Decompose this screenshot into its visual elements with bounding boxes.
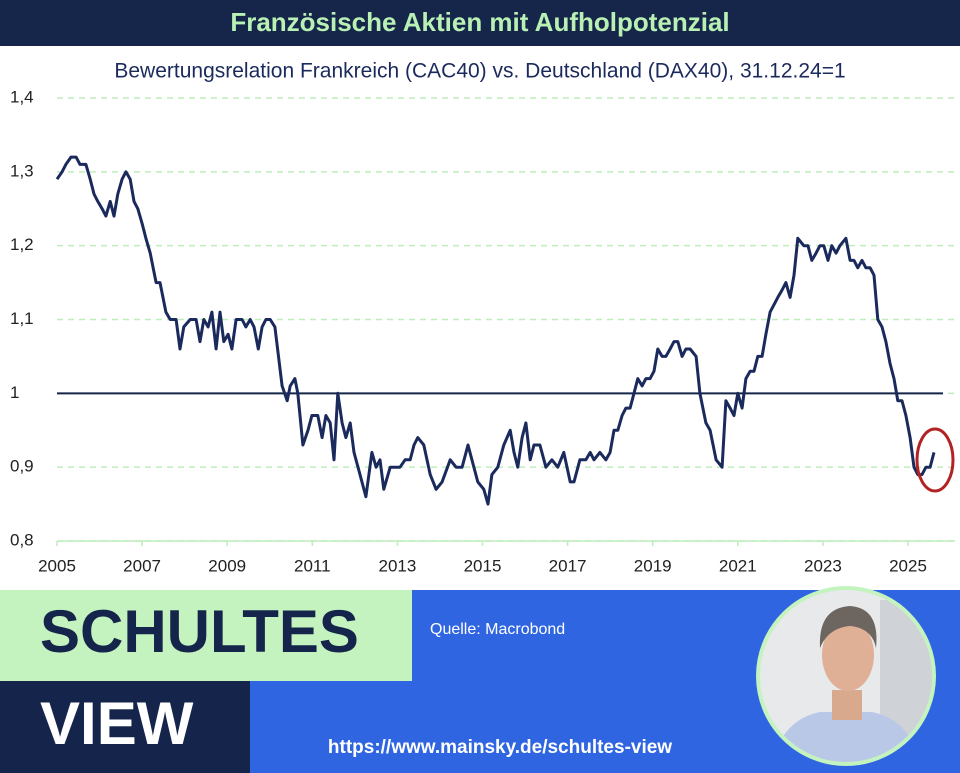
y-tick-label: 0,9	[10, 457, 34, 476]
y-tick-label: 1,3	[10, 161, 34, 180]
chart-subtitle: Bewertungsrelation Frankreich (CAC40) vs…	[114, 60, 845, 83]
x-tick-label: 2025	[889, 556, 927, 575]
portrait-ring	[756, 586, 936, 766]
y-tick-label: 1	[10, 383, 19, 402]
x-tick-label: 2017	[549, 556, 587, 575]
x-tick-label: 2011	[294, 556, 331, 575]
x-tick-label: 2023	[804, 556, 842, 575]
y-tick-label: 1,4	[10, 87, 34, 106]
title-bar	[0, 0, 960, 46]
x-tick-label: 2013	[378, 556, 416, 575]
y-tick-label: 1,2	[10, 235, 34, 254]
x-tick-label: 2007	[123, 556, 161, 575]
plot-area: 0,8 0,9 1 1,1 1,2 1,3 1,4 2005 2007 2009 2011 2013 2…	[10, 87, 955, 575]
x-tick-label: 2021	[719, 556, 757, 575]
brand-top: SCHULTES	[40, 598, 359, 665]
x-tick-label: 2019	[634, 556, 672, 575]
x-tick-label: 2005	[38, 556, 76, 575]
source: Quelle: Macrobond	[430, 621, 565, 638]
highlight-circle	[915, 427, 955, 493]
chart-title: Französische Aktien mit Aufholpotenzial	[230, 7, 729, 37]
blue-panel-lower	[250, 681, 412, 773]
y-tick-label: 1,1	[10, 309, 34, 328]
brand-bottom: VIEW	[40, 690, 194, 757]
x-tick-label: 2015	[464, 556, 502, 575]
brand-top-box	[0, 590, 412, 681]
url[interactable]: https://www.mainsky.de/schultes-view	[328, 737, 672, 758]
brand-bottom-box	[0, 681, 250, 773]
y-tick-label: 0,8	[10, 530, 34, 549]
x-tick-label: 2009	[208, 556, 246, 575]
series-line	[55, 155, 936, 506]
portrait	[758, 588, 934, 764]
